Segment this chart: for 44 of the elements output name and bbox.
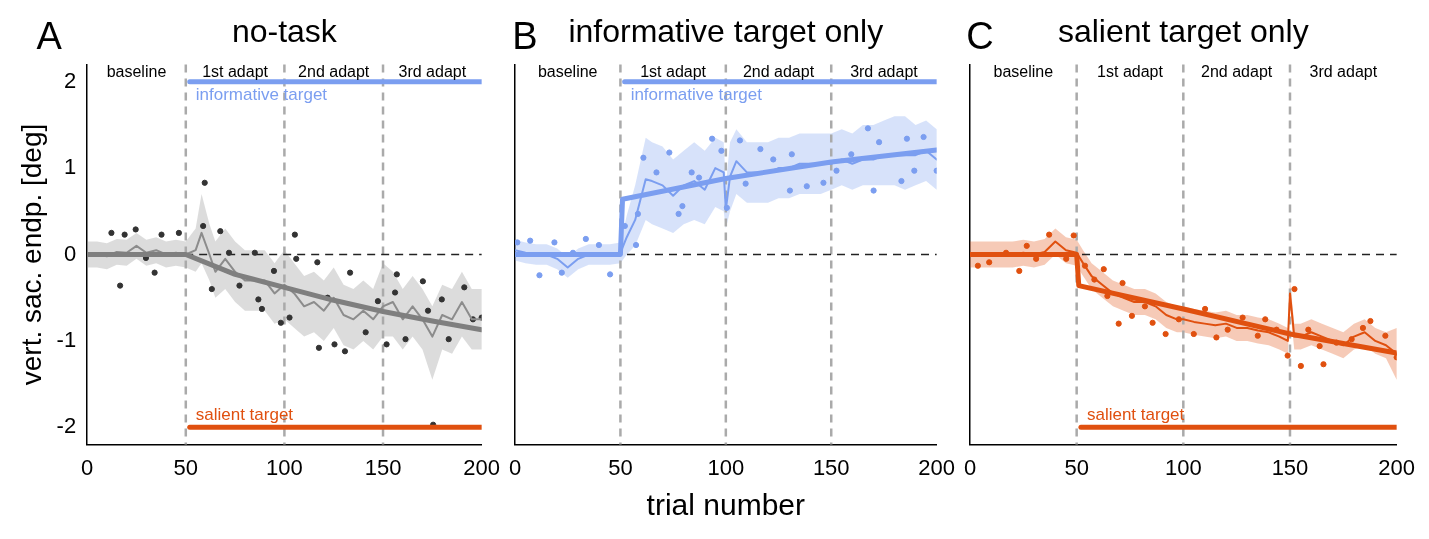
x-tick-label: 0 — [81, 454, 94, 480]
y-axis-title: vert. sac. endp. [deg] — [15, 123, 47, 386]
annotation: baseline — [993, 63, 1054, 81]
x-tick-label: 200 — [463, 454, 501, 480]
annotation: 1st adapt — [202, 63, 269, 81]
x-tick-label: 100 — [1164, 454, 1202, 480]
y-tick-label: -1 — [56, 326, 77, 352]
annotation: 2nd adapt — [298, 63, 370, 81]
series-label: salient target — [1086, 405, 1185, 425]
x-tick-label: 0 — [963, 454, 977, 480]
x-tick-label: 0 — [508, 454, 522, 480]
x-tick-label: 50 — [173, 454, 199, 480]
chart-title: informative target only — [568, 13, 884, 50]
chart-title: no-task — [231, 13, 338, 50]
annotation: baseline — [537, 63, 598, 81]
annotation: 1st adapt — [1097, 63, 1164, 81]
series-label: informative target — [630, 85, 763, 105]
y-tick-label: 2 — [63, 67, 77, 93]
chart-title: salient target only — [1057, 13, 1309, 50]
text: B — [512, 14, 538, 57]
x-tick-label: 200 — [918, 454, 956, 480]
y-tick-label: 1 — [63, 154, 77, 180]
x-tick-label: 100 — [266, 454, 303, 480]
annotation: 3rd adapt — [398, 63, 467, 81]
annotation: 2nd adapt — [742, 63, 815, 81]
annotation: baseline — [106, 63, 167, 81]
x-tick-label: 200 — [1378, 454, 1416, 480]
series-label: informative target — [195, 85, 328, 105]
x-tick-label: 50 — [1064, 454, 1089, 480]
y-tick-label: 0 — [63, 240, 77, 266]
x-tick-label: 100 — [707, 454, 745, 480]
x-tick-label: 150 — [812, 454, 850, 480]
x-axis-title: trial number — [646, 488, 806, 522]
x-tick-label: 150 — [364, 454, 402, 480]
annotation: 1st adapt — [640, 63, 707, 81]
x-tick-label: 50 — [608, 454, 633, 480]
text: A — [36, 14, 63, 57]
x-tick-label: 150 — [1271, 454, 1309, 480]
annotation: 3rd adapt — [850, 63, 919, 81]
series-label: salient target — [195, 405, 294, 425]
text: C — [966, 14, 994, 57]
annotation: 3rd adapt — [1309, 63, 1378, 81]
annotation: 2nd adapt — [1201, 63, 1273, 81]
y-tick-label: -2 — [56, 413, 77, 439]
